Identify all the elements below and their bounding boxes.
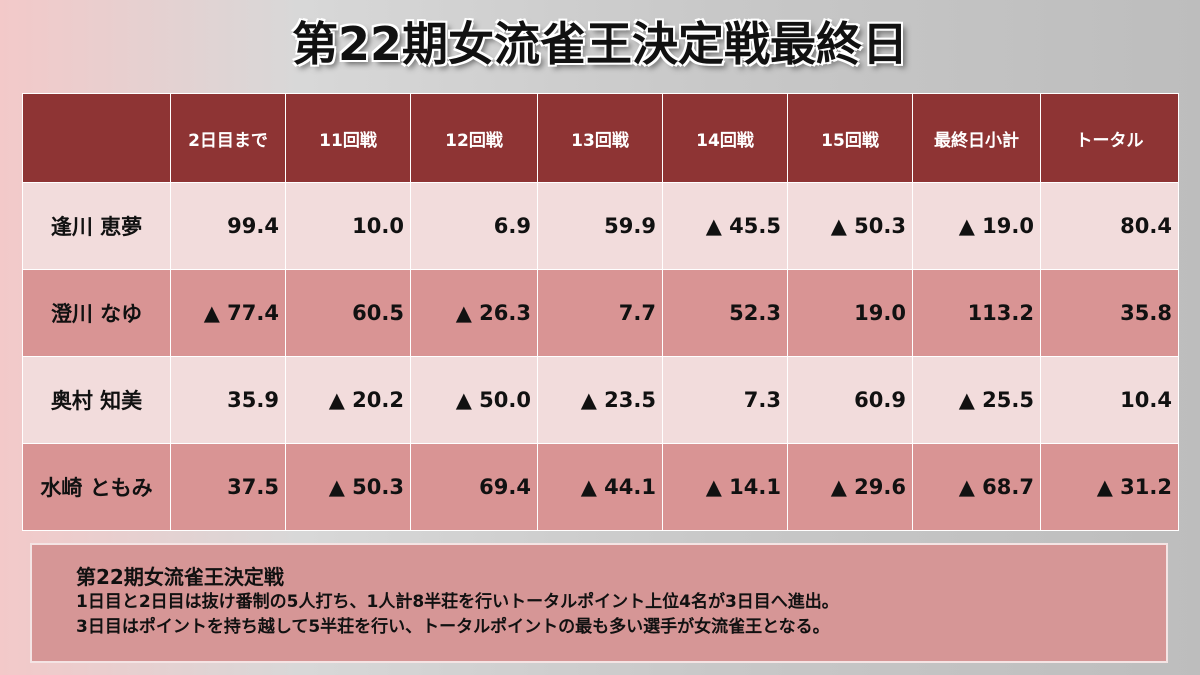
score-cell: 6.9 [410, 182, 538, 270]
score-cell: ▲ 45.5 [662, 182, 788, 270]
table-row: 逢川 恵夢 99.4 10.0 6.9 59.9 ▲ 45.5 ▲ 50.3 ▲ 19.0 80… [22, 182, 1179, 270]
column-header: 最終日小計 [912, 93, 1041, 183]
column-header: 13回戦 [537, 93, 663, 183]
score-cell: ▲ 44.1 [537, 443, 663, 531]
score-cell: 35.8 [1040, 269, 1179, 357]
score-cell: ▲ 23.5 [537, 356, 663, 444]
table-row: 水崎 ともみ 37.5 ▲ 50.3 69.4 ▲ 44.1 ▲ 14.1 ▲ 29.6 ▲ … [22, 443, 1179, 531]
column-header: 15回戦 [787, 93, 913, 183]
score-cell: ▲ 29.6 [787, 443, 913, 531]
title: 第22期女流雀王決定戦最終日 [291, 17, 908, 71]
note-box: 第22期女流雀王決定戦 1日目と2日目は抜け番制の5人打ち、1人計8半荘を行いト… [30, 543, 1168, 663]
score-cell: 7.3 [662, 356, 788, 444]
column-header [22, 93, 171, 183]
player-name: 奥村 知美 [22, 356, 171, 444]
score-cell: ▲ 25.5 [912, 356, 1041, 444]
player-name: 逢川 恵夢 [22, 182, 171, 270]
player-name: 澄川 なゆ [22, 269, 171, 357]
score-cell: ▲ 68.7 [912, 443, 1041, 531]
score-cell: ▲ 77.4 [170, 269, 286, 357]
score-cell: 10.4 [1040, 356, 1179, 444]
score-cell: 113.2 [912, 269, 1041, 357]
score-table: 2日目まで 11回戦 12回戦 13回戦 14回戦 15回戦 最終日小計 トータル 逢川 恵夢… [22, 93, 1179, 531]
score-cell: 7.7 [537, 269, 663, 357]
score-cell: ▲ 20.2 [285, 356, 411, 444]
score-cell: 37.5 [170, 443, 286, 531]
score-cell: ▲ 31.2 [1040, 443, 1179, 531]
score-cell: 10.0 [285, 182, 411, 270]
header-row: 2日目まで 11回戦 12回戦 13回戦 14回戦 15回戦 最終日小計 トータル [22, 93, 1179, 183]
table-body: 逢川 恵夢 99.4 10.0 6.9 59.9 ▲ 45.5 ▲ 50.3 ▲ 19.0 80… [22, 182, 1179, 531]
score-cell: ▲ 14.1 [662, 443, 788, 531]
score-cell: 35.9 [170, 356, 286, 444]
column-header: 12回戦 [410, 93, 538, 183]
column-header: 14回戦 [662, 93, 788, 183]
column-header: トータル [1040, 93, 1179, 183]
score-cell: ▲ 26.3 [410, 269, 538, 357]
note-line: 1日目と2日目は抜け番制の5人打ち、1人計8半荘を行いトータルポイント上位4名が… [76, 592, 839, 612]
score-cell: 99.4 [170, 182, 286, 270]
player-name: 水崎 ともみ [22, 443, 171, 531]
score-cell: ▲ 50.3 [285, 443, 411, 531]
score-cell: ▲ 19.0 [912, 182, 1041, 270]
column-header: 11回戦 [285, 93, 411, 183]
score-cell: 69.4 [410, 443, 538, 531]
column-header: 2日目まで [170, 93, 286, 183]
score-cell: 60.5 [285, 269, 411, 357]
note-title: 第22期女流雀王決定戦 [76, 565, 284, 589]
score-cell: 19.0 [787, 269, 913, 357]
score-cell: 59.9 [537, 182, 663, 270]
note-line: 3日目はポイントを持ち越して5半荘を行い、トータルポイントの最も多い選手が女流雀… [76, 617, 830, 637]
table-row: 澄川 なゆ ▲ 77.4 60.5 ▲ 26.3 7.7 52.3 19.0 113.2 35.… [22, 269, 1179, 357]
score-cell: ▲ 50.0 [410, 356, 538, 444]
table-row: 奥村 知美 35.9 ▲ 20.2 ▲ 50.0 ▲ 23.5 7.3 60.9 ▲ 25.5… [22, 356, 1179, 444]
score-cell: ▲ 50.3 [787, 182, 913, 270]
score-cell: 52.3 [662, 269, 788, 357]
score-cell: 80.4 [1040, 182, 1179, 270]
score-cell: 60.9 [787, 356, 913, 444]
